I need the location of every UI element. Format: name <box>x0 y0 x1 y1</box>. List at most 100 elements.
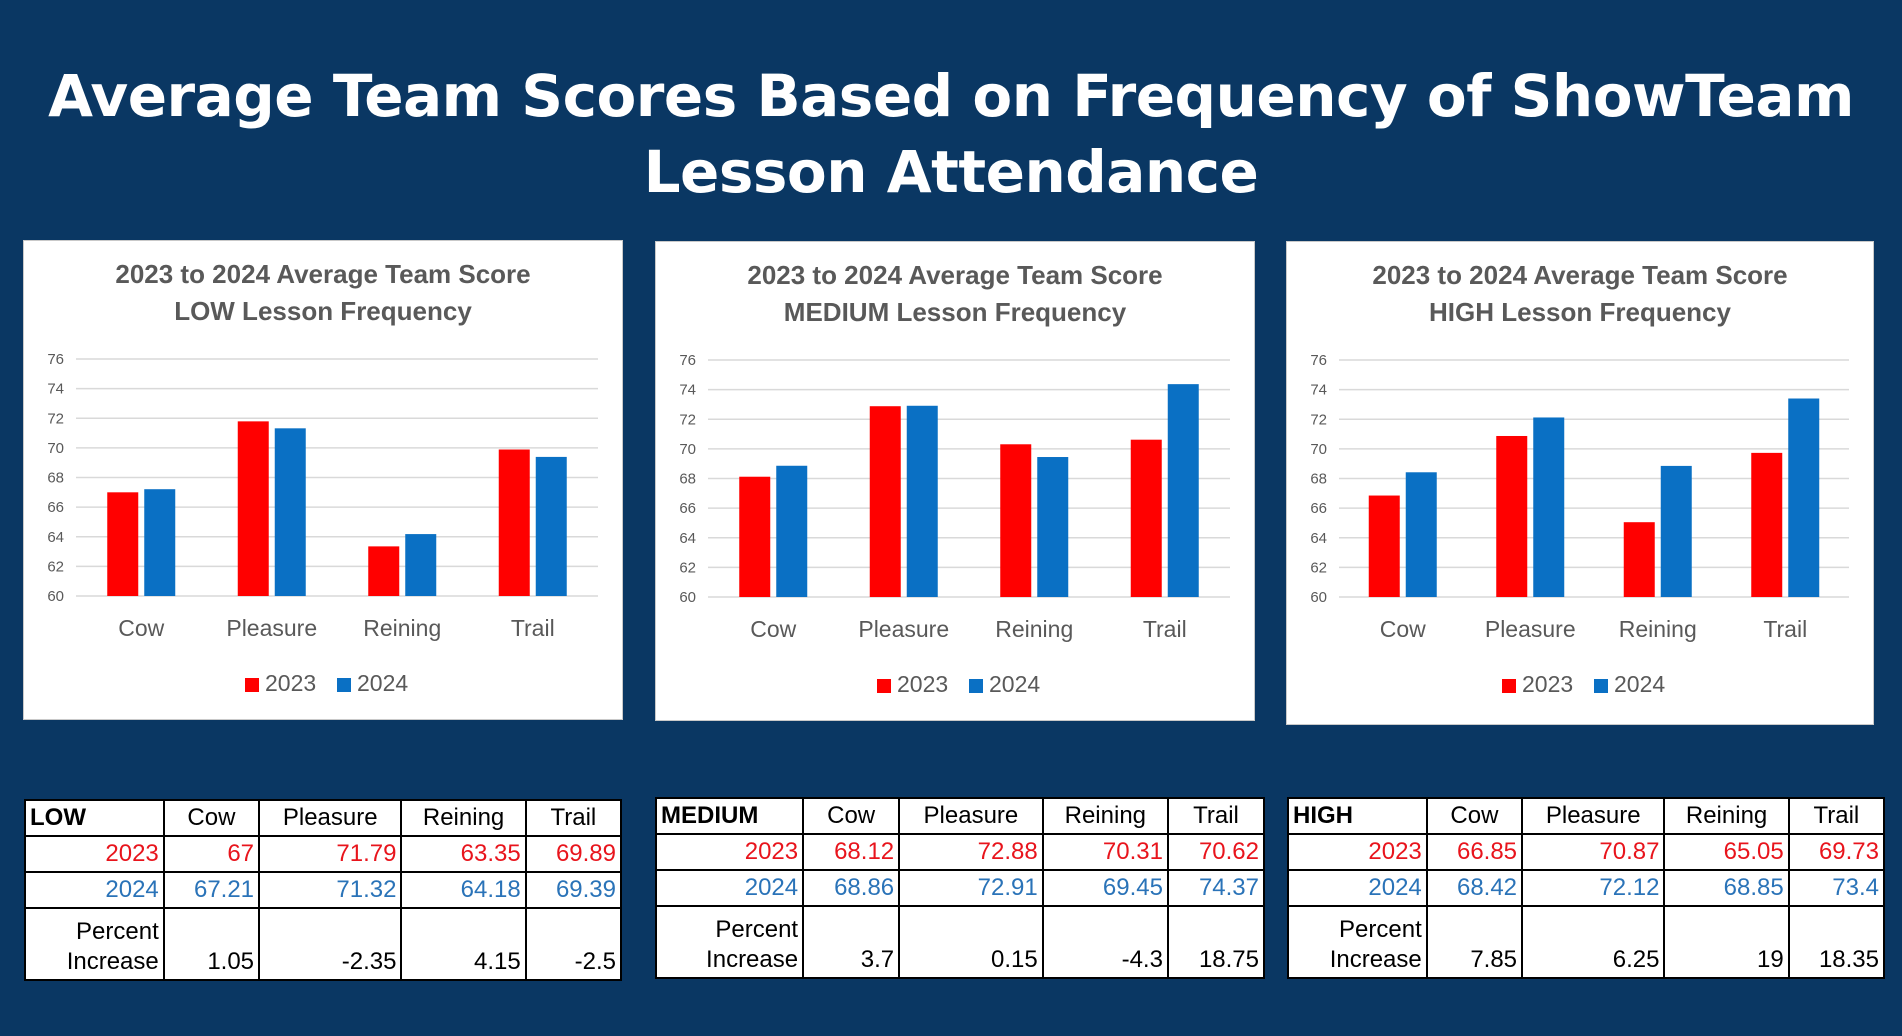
chart-high: 2023 to 2024 Average Team Score HIGH Less… <box>1286 241 1874 725</box>
y-tick-label: 64 <box>1310 530 1327 547</box>
table-row-label: 2024 <box>24 871 165 909</box>
bar-2023-cow <box>739 476 771 597</box>
page-title-line1: Average Team Scores Based on Frequency o… <box>48 62 1854 130</box>
y-tick-label: 66 <box>47 499 64 516</box>
table-row-label: 2024 <box>654 869 805 907</box>
table-cell: 69.73 <box>1787 833 1886 871</box>
table-high: HIGH Cow Pleasure Reining Trail 2023 66.85 70.8… <box>1287 797 1886 979</box>
chart-svg: 2023 to 2024 Average Team Score MEDIUM Le… <box>679 260 1230 697</box>
table-row-row2023: 2023 68.12 72.88 70.31 70.62 <box>654 833 1266 871</box>
bar-2024-trail <box>535 456 567 596</box>
y-tick-label: 72 <box>47 410 64 427</box>
y-tick-label: 76 <box>47 351 64 368</box>
y-tick-label: 68 <box>679 471 696 488</box>
bar-2024-reining <box>1037 457 1069 597</box>
legend-swatch-2024 <box>969 679 983 693</box>
chart-svg: 2023 to 2024 Average Team Score HIGH Less… <box>1310 260 1849 697</box>
table-row-label: Percent Increase <box>1287 905 1428 979</box>
y-tick-label: 72 <box>1310 411 1327 428</box>
y-tick-label: 70 <box>47 440 64 457</box>
legend-swatch-2024 <box>1594 679 1608 693</box>
chart-title-line2: LOW Lesson Frequency <box>174 296 472 326</box>
table-corner-label: HIGH <box>1287 797 1428 835</box>
x-category-label: Reining <box>995 616 1073 642</box>
table-row-row2024: 2024 67.21 71.32 64.18 69.39 <box>24 871 623 909</box>
x-category-label: Cow <box>1380 616 1426 642</box>
table-cell: 73.4 <box>1787 869 1886 907</box>
table-cell: 65.05 <box>1663 833 1790 871</box>
y-tick-label: 70 <box>679 441 696 458</box>
bar-2023-pleasure <box>1496 435 1528 597</box>
table-cell: -2.35 <box>258 907 403 981</box>
table-cell: 19 <box>1663 905 1790 979</box>
y-tick-label: 68 <box>1310 471 1327 488</box>
bar-2024-trail <box>1788 398 1820 597</box>
legend-swatch-2023 <box>877 679 891 693</box>
bar-2024-trail <box>1167 384 1199 597</box>
y-tick-label: 62 <box>1310 559 1327 576</box>
table-cell: 68.12 <box>802 833 901 871</box>
bar-2023-reining <box>368 546 400 596</box>
y-tick-label: 66 <box>1310 500 1327 517</box>
bar-2023-trail <box>1751 452 1783 597</box>
y-tick-label: 70 <box>1310 441 1327 458</box>
bar-2023-cow <box>107 492 139 596</box>
legend-label-2023: 2023 <box>1522 671 1573 697</box>
table-row-label: 2023 <box>654 833 805 871</box>
table-column-header: Pleasure <box>258 799 403 837</box>
table-low: LOW Cow Pleasure Reining Trail 2023 67 71.79 63.… <box>24 799 623 981</box>
bar-2024-cow <box>144 489 176 596</box>
chart-low: 2023 to 2024 Average Team Score LOW Lesso… <box>23 240 623 720</box>
table-column-header: Reining <box>1041 797 1169 835</box>
table-column-header: Pleasure <box>898 797 1044 835</box>
y-tick-label: 74 <box>1310 382 1327 399</box>
table-cell: 69.45 <box>1041 869 1169 907</box>
table-cell: 68.42 <box>1425 869 1524 907</box>
y-tick-label: 62 <box>679 559 696 576</box>
table-cell: -2.5 <box>524 907 623 981</box>
chart-svg: 2023 to 2024 Average Team Score LOW Lesso… <box>47 259 598 696</box>
percent-label-line1: Percent <box>1339 916 1422 943</box>
table-cell: 71.32 <box>258 871 403 909</box>
legend-label-2024: 2024 <box>1614 671 1665 697</box>
table-cell: 18.75 <box>1166 905 1266 979</box>
x-category-label: Pleasure <box>1485 616 1576 642</box>
chart-title-line2: HIGH Lesson Frequency <box>1429 297 1731 327</box>
bar-2024-cow <box>776 465 808 597</box>
table-column-header: Reining <box>1663 797 1790 835</box>
table-cell: -4.3 <box>1041 905 1169 979</box>
x-category-label: Reining <box>363 615 441 641</box>
page-title: Average Team Scores Based on Frequency o… <box>0 58 1902 210</box>
table-corner-label: LOW <box>24 799 165 837</box>
y-tick-label: 76 <box>1310 352 1327 369</box>
table-row-percent-increase: Percent Increase 3.7 0.15 -4.3 18.75 <box>654 905 1266 979</box>
page-title-line2: Lesson Attendance <box>643 138 1259 206</box>
table-cell: 68.86 <box>802 869 901 907</box>
legend-swatch-2023 <box>1502 679 1516 693</box>
table-column-header: Reining <box>400 799 527 837</box>
table-cell: 70.87 <box>1521 833 1666 871</box>
table-cell: 66.85 <box>1425 833 1524 871</box>
table-row-label: 2024 <box>1287 869 1428 907</box>
table-row-label: Percent Increase <box>654 905 805 979</box>
legend-label-2024: 2024 <box>989 671 1040 697</box>
table-row-row2024: 2024 68.86 72.91 69.45 74.37 <box>654 869 1266 907</box>
bar-2023-trail <box>498 449 530 596</box>
y-tick-label: 60 <box>1310 589 1327 606</box>
chart-title-line1: 2023 to 2024 Average Team Score <box>115 259 530 289</box>
x-category-label: Cow <box>750 616 796 642</box>
table-row-label: 2023 <box>24 835 165 873</box>
y-tick-label: 74 <box>47 381 64 398</box>
x-category-label: Pleasure <box>226 615 317 641</box>
bar-2024-reining <box>1660 465 1692 597</box>
table-cell: 3.7 <box>802 905 901 979</box>
y-tick-label: 62 <box>47 558 64 575</box>
bar-2023-reining <box>1623 522 1655 597</box>
table-cell: 7.85 <box>1425 905 1524 979</box>
table-medium: MEDIUM Cow Pleasure Reining Trail 2023 68.12 72… <box>654 797 1266 979</box>
bar-2023-reining <box>1000 444 1032 597</box>
bar-2024-pleasure <box>906 405 938 597</box>
table-row-row2023: 2023 66.85 70.87 65.05 69.73 <box>1287 833 1886 871</box>
legend-label-2023: 2023 <box>897 671 948 697</box>
bar-2023-cow <box>1368 495 1400 597</box>
